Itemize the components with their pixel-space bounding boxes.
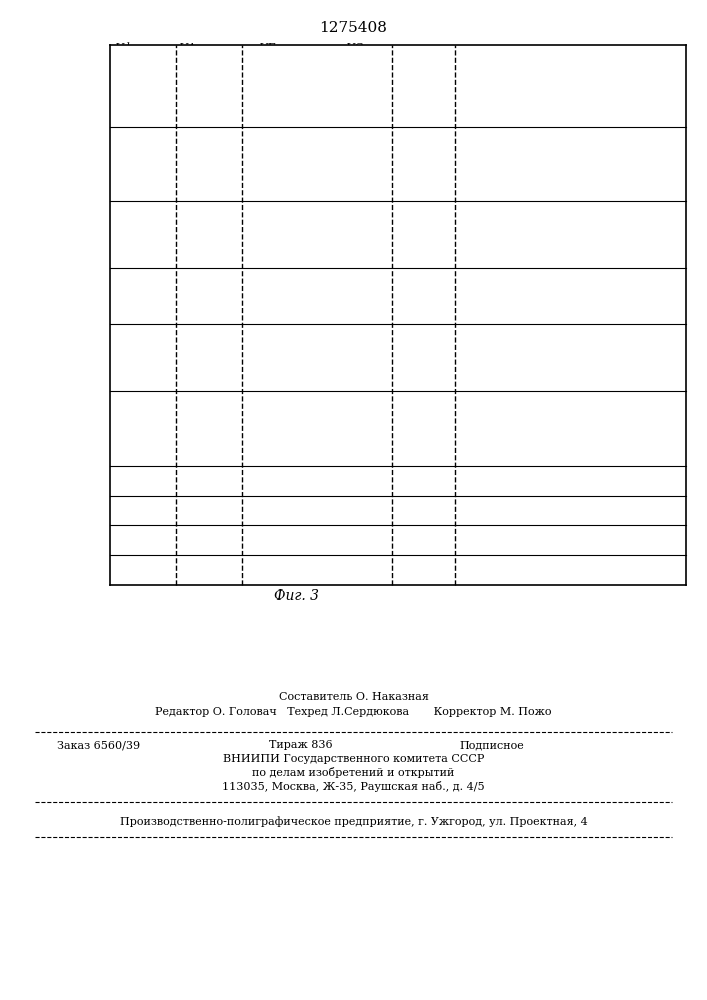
Text: t₆: t₆: [388, 80, 396, 89]
Text: Фиг. 3: Фиг. 3: [274, 589, 320, 603]
Text: iА: iА: [397, 201, 409, 210]
Bar: [242, 506, 645, 516]
Text: Uцa: Uцa: [409, 336, 430, 345]
Text: ВНИИПИ Государственного комитета СССР: ВНИИПИ Государственного комитета СССР: [223, 754, 484, 764]
Text: UТ: UТ: [115, 390, 132, 400]
Text: UТА: UТА: [179, 403, 201, 412]
Text: Uаб: Uаб: [386, 432, 407, 441]
Text: 113035, Москва, Ж-35, Раушская наб., д. 4/5: 113035, Москва, Ж-35, Раушская наб., д. …: [222, 781, 485, 792]
Text: UБ: UБ: [259, 43, 277, 53]
Text: UБС: UБС: [357, 126, 382, 135]
Text: 1275408: 1275408: [320, 21, 387, 35]
Text: Составитель О. Наказная: Составитель О. Наказная: [279, 692, 428, 702]
Text: iС: iС: [334, 201, 346, 210]
Text: Uупр 5: Uупр 5: [115, 515, 156, 525]
Text: Подписное: Подписное: [460, 740, 525, 750]
Text: Uупр: Uупр: [115, 485, 146, 495]
Text: t₇: t₇: [451, 80, 460, 89]
Text: Uаб: Uаб: [444, 348, 464, 357]
Text: UТС: UТС: [115, 403, 138, 412]
Text: UСА: UСА: [432, 126, 457, 135]
Text: UС: UС: [346, 43, 363, 53]
Text: Редактор О. Головач   Техред Л.Сердюкова       Корректор М. Пожо: Редактор О. Головач Техред Л.Сердюкова К…: [156, 707, 551, 717]
Bar: [392, 536, 645, 546]
Text: iБ: iБ: [455, 201, 467, 210]
Text: UА: UА: [179, 43, 197, 53]
Bar: [455, 566, 645, 576]
Text: Заказ 6560/39: Заказ 6560/39: [57, 740, 140, 750]
Text: iС: iС: [392, 267, 403, 276]
Text: t₄: t₄: [172, 80, 180, 89]
Text: iА: iА: [115, 200, 127, 210]
Text: Тираж 836: Тираж 836: [269, 740, 332, 750]
Text: Uупр 3,6: Uупр 3,6: [115, 546, 163, 555]
Text: Uбc: Uбc: [380, 322, 400, 331]
Text: Производственно-полиграфическое предприятие, г. Ужгород, ул. Проектная, 4: Производственно-полиграфическое предприя…: [119, 816, 588, 827]
Text: UАБ: UАБ: [230, 126, 255, 135]
Text: UК: UК: [115, 322, 134, 332]
Text: Uф: Uф: [115, 43, 134, 53]
Text: по делам изобретений и открытий: по делам изобретений и открытий: [252, 767, 455, 778]
Text: Uд: Uд: [115, 125, 132, 135]
Text: Uупр 4: Uупр 4: [115, 575, 156, 585]
Text: t₅: t₅: [235, 80, 243, 89]
Text: iБ: iБ: [329, 267, 339, 276]
